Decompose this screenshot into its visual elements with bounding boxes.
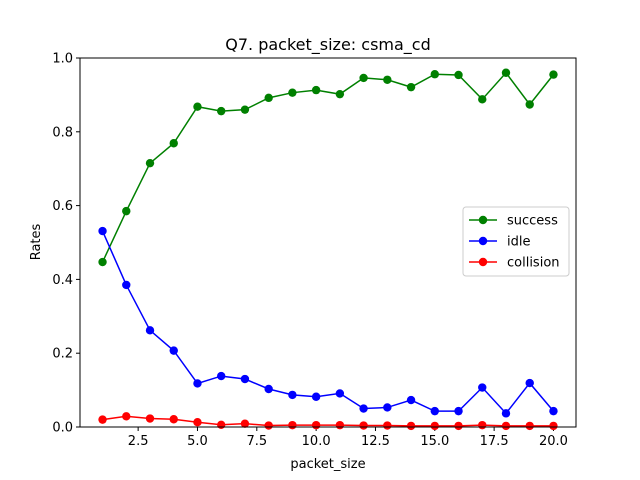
data-point-success [288, 88, 297, 97]
data-point-success [359, 73, 368, 83]
data-point-collision [383, 421, 392, 430]
x-axis: 2.5 5.0 7.5 10.0 12.5 15.0 17.5 20.0 [128, 427, 568, 449]
data-point-collision [311, 420, 321, 430]
legend-item-success: success [469, 214, 558, 229]
data-point-idle [193, 379, 202, 388]
data-point-success [525, 100, 534, 109]
axes-frame [79, 57, 577, 428]
legend: success idle collision [462, 206, 570, 277]
series-line-success [101, 71, 555, 263]
data-point-success [98, 257, 107, 267]
x-tick-label: 10.0 [302, 434, 331, 449]
x-tick-label: 15.0 [420, 434, 449, 449]
data-point-collision [478, 420, 487, 430]
data-point-idle [430, 406, 439, 416]
y-tick-label: 0.4 [52, 273, 73, 288]
y-tick-label: 0.8 [52, 125, 73, 140]
data-point-success [311, 85, 321, 95]
data-point-success [217, 106, 226, 116]
data-point-idle [145, 326, 155, 335]
legend-swatch-marker [478, 257, 488, 267]
x-tick-label: 7.5 [246, 434, 267, 449]
data-point-collision [98, 415, 107, 424]
data-point-success [383, 75, 392, 84]
y-tick-label: 0.0 [52, 421, 73, 436]
data-point-success [145, 158, 155, 168]
data-point-idle [478, 383, 487, 392]
legend-item-idle: idle [469, 235, 530, 250]
data-point-collision [549, 421, 558, 431]
data-point-idle [264, 384, 273, 394]
data-point-success [169, 139, 178, 148]
data-point-idle [169, 346, 178, 355]
data-point-idle [335, 389, 345, 398]
chart-title: Q7. packet_size: csma_cd [225, 35, 431, 55]
data-point-idle [288, 390, 297, 400]
data-point-collision [430, 421, 439, 431]
data-point-success [335, 89, 345, 99]
legend-item-collision: collision [469, 256, 560, 271]
x-tick-label: 2.5 [128, 434, 149, 449]
legend-label: collision [507, 256, 560, 271]
x-tick-label: 20.0 [539, 434, 568, 449]
data-point-success [264, 93, 273, 103]
data-point-success [478, 95, 487, 104]
x-axis-label: packet_size [290, 457, 365, 472]
data-point-success [240, 105, 250, 114]
data-point-collision [406, 421, 416, 431]
data-point-idle [122, 280, 131, 290]
series-idle [98, 226, 558, 418]
data-point-collision [525, 421, 534, 431]
data-point-collision [288, 420, 297, 430]
data-point-idle [311, 392, 321, 401]
data-point-success [406, 82, 416, 92]
series-success [98, 68, 558, 267]
data-point-idle [525, 378, 534, 388]
y-axis: 0.0 0.2 0.4 0.6 0.8 1.0 [52, 52, 80, 436]
legend-label: idle [507, 235, 530, 250]
data-point-success [501, 68, 511, 77]
x-tick-label: 5.0 [187, 434, 208, 449]
data-point-idle [359, 404, 368, 413]
data-point-collision [454, 421, 463, 431]
legend-swatch-marker [478, 215, 488, 225]
data-point-collision [145, 414, 155, 423]
data-point-collision [335, 420, 345, 430]
data-point-success [193, 102, 202, 111]
x-tick-label: 17.5 [480, 434, 509, 449]
y-tick-label: 1.0 [52, 52, 73, 67]
y-tick-label: 0.6 [52, 199, 73, 214]
data-point-idle [406, 395, 416, 405]
legend-label: success [507, 214, 558, 229]
data-point-idle [501, 409, 511, 418]
data-point-collision [501, 421, 511, 431]
data-point-success [549, 70, 558, 79]
data-point-collision [193, 418, 202, 427]
series-line-idle [101, 230, 555, 415]
data-point-success [454, 70, 463, 80]
data-point-idle [454, 406, 463, 416]
y-axis-label: Rates [29, 223, 44, 260]
data-point-collision [264, 421, 273, 430]
data-point-collision [359, 421, 368, 430]
data-point-collision [169, 415, 178, 424]
data-point-collision [217, 420, 226, 429]
legend-swatch-marker [478, 236, 488, 246]
data-point-idle [240, 374, 250, 384]
data-point-collision [240, 419, 250, 428]
legend-box [462, 206, 570, 277]
data-point-idle [383, 403, 392, 412]
data-point-collision [122, 412, 131, 421]
data-point-idle [98, 226, 107, 236]
x-tick-label: 12.5 [361, 434, 390, 449]
data-point-success [122, 206, 131, 216]
data-point-idle [217, 371, 226, 381]
data-point-success [430, 70, 439, 79]
y-tick-label: 0.2 [52, 347, 73, 362]
data-point-idle [549, 406, 558, 416]
